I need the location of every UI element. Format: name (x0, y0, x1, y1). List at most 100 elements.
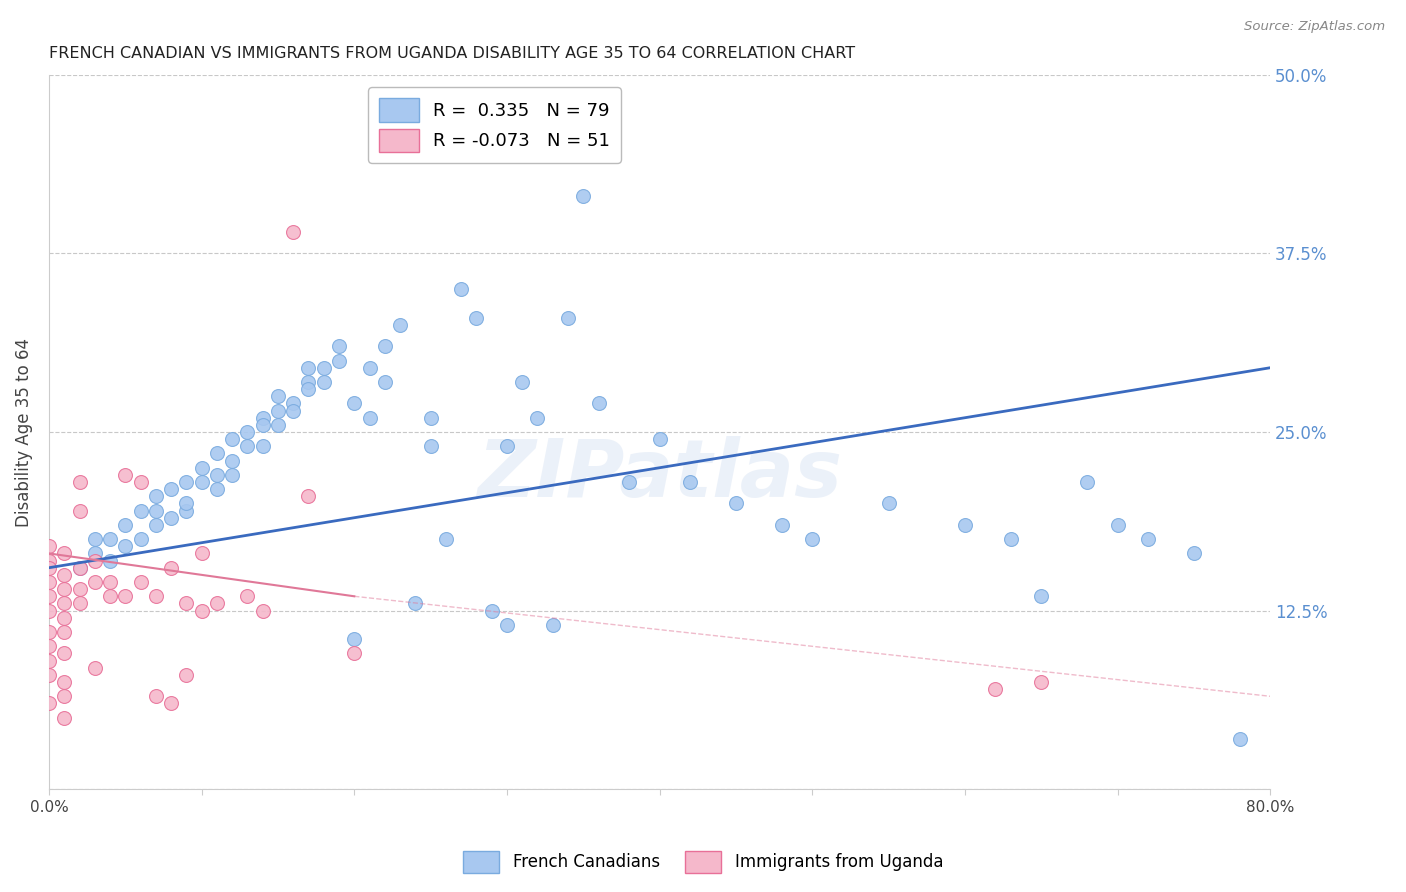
Point (83, 661, 105, 675)
Point (588, 396, 610, 410)
Point (236, 589, 259, 603)
Point (53, 611, 76, 625)
Point (1137, 532, 1160, 546)
Point (53, 582, 76, 596)
Point (252, 410, 274, 425)
Point (38, 574, 60, 589)
Point (69, 503, 91, 517)
Point (160, 697, 183, 711)
Point (190, 475, 212, 489)
Point (83, 532, 105, 546)
Point (221, 453, 243, 467)
Point (69, 560, 91, 574)
Point (98, 532, 121, 546)
Point (160, 482, 183, 496)
Point (38, 697, 60, 711)
Point (145, 690, 167, 704)
Point (359, 360, 381, 375)
Point (328, 353, 350, 368)
Point (297, 489, 319, 503)
Point (129, 475, 152, 489)
Point (648, 432, 671, 446)
Point (38, 625, 60, 640)
Point (53, 546, 76, 560)
Point (69, 560, 91, 574)
Point (1182, 546, 1205, 560)
Point (1229, 732, 1251, 747)
Point (145, 489, 167, 503)
Point (145, 517, 167, 532)
Point (450, 282, 472, 296)
Y-axis label: Disability Age 35 to 64: Disability Age 35 to 64 (15, 337, 32, 526)
Point (176, 668, 198, 682)
Point (801, 532, 824, 546)
Point (53, 567, 76, 582)
Point (176, 475, 198, 489)
Point (98, 589, 121, 603)
Point (176, 503, 198, 517)
Text: ZIPatlas: ZIPatlas (477, 436, 842, 514)
Point (129, 574, 152, 589)
Point (1031, 589, 1053, 603)
Point (267, 417, 290, 432)
Point (53, 647, 76, 661)
Point (510, 375, 533, 389)
Point (1031, 675, 1053, 690)
Point (38, 553, 60, 567)
Point (252, 439, 274, 453)
Point (176, 496, 198, 510)
Point (205, 482, 228, 496)
Point (404, 596, 426, 610)
Point (374, 339, 396, 353)
Point (114, 467, 136, 482)
Text: FRENCH CANADIAN VS IMMIGRANTS FROM UGANDA DISABILITY AGE 35 TO 64 CORRELATION CH: FRENCH CANADIAN VS IMMIGRANTS FROM UGAND… (49, 46, 855, 62)
Point (374, 375, 396, 389)
Point (419, 410, 441, 425)
Point (724, 496, 747, 510)
Point (236, 439, 259, 453)
Point (129, 503, 152, 517)
Point (205, 446, 228, 460)
Point (38, 640, 60, 654)
Point (205, 467, 228, 482)
Point (83, 546, 105, 560)
Point (176, 596, 198, 610)
Point (69, 582, 91, 596)
Point (283, 396, 305, 410)
Point (1076, 475, 1098, 489)
Point (434, 532, 457, 546)
Point (481, 604, 503, 618)
Point (69, 475, 91, 489)
Point (205, 596, 228, 610)
Point (343, 396, 366, 410)
Point (38, 604, 60, 618)
Point (160, 510, 183, 524)
Point (770, 517, 793, 532)
Point (252, 417, 274, 432)
Point (496, 439, 519, 453)
Point (283, 403, 305, 417)
Point (145, 503, 167, 517)
Legend: R =  0.335   N = 79, R = -0.073   N = 51: R = 0.335 N = 79, R = -0.073 N = 51 (368, 87, 621, 162)
Point (312, 375, 335, 389)
Point (53, 711, 76, 725)
Point (389, 318, 412, 332)
Point (190, 460, 212, 475)
Point (53, 690, 76, 704)
Point (53, 625, 76, 640)
Point (38, 589, 60, 603)
Point (221, 432, 243, 446)
Point (190, 546, 212, 560)
Point (679, 475, 702, 489)
Point (114, 517, 136, 532)
Point (572, 189, 595, 203)
Legend: French Canadians, Immigrants from Uganda: French Canadians, Immigrants from Uganda (456, 845, 950, 880)
Text: Source: ZipAtlas.com: Source: ZipAtlas.com (1244, 20, 1385, 33)
Point (53, 675, 76, 690)
Point (419, 439, 441, 453)
Point (98, 553, 121, 567)
Point (252, 604, 274, 618)
Point (312, 360, 335, 375)
Point (114, 589, 136, 603)
Point (343, 647, 366, 661)
